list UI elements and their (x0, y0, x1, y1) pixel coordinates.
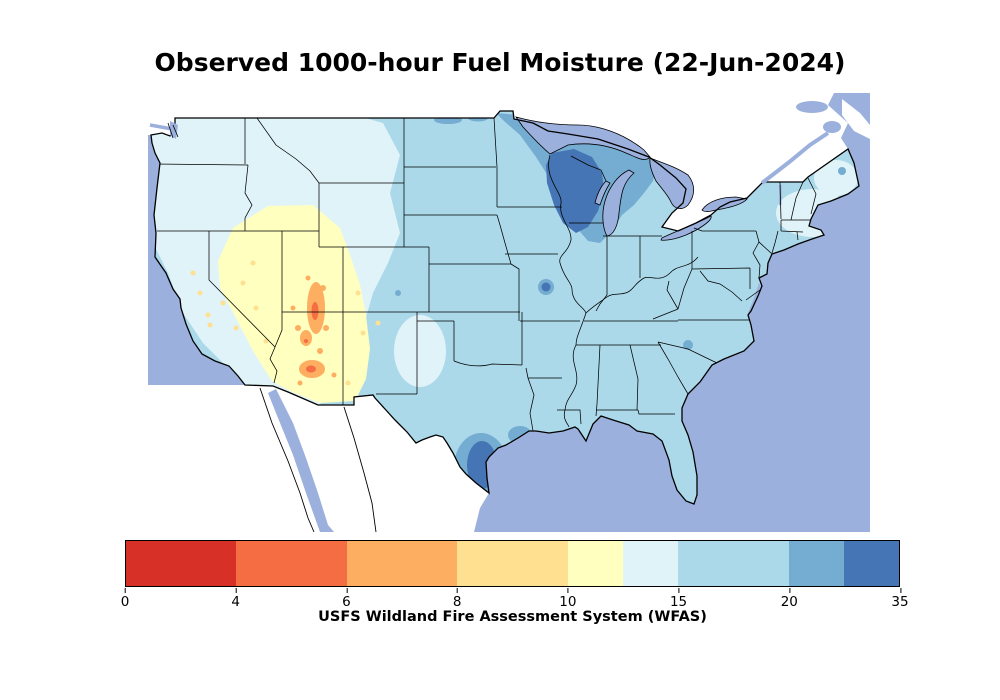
colorbar-segment (788, 541, 844, 586)
colorbar-segment (457, 541, 568, 586)
colorbar-tick-label: 0 (121, 587, 129, 610)
colorbar-segment (843, 541, 899, 586)
us-outline (150, 110, 860, 505)
colorbar-ticks: 0 4 6 8 10 15 20 35 (121, 587, 909, 611)
canada-atlantic-detail (760, 93, 870, 185)
colorbar-segment (236, 541, 347, 586)
band-4-6-deep-orange (304, 302, 319, 373)
us-fuel-moisture-map (148, 93, 870, 532)
band-8-10-speckles (190, 260, 381, 386)
chesapeake-bay (748, 283, 761, 315)
mexico-landmass (148, 385, 489, 532)
colorbar-segment (678, 541, 789, 586)
mexico-coast-detail (259, 387, 377, 532)
band-8-10-southwest (218, 205, 370, 403)
colorbar: 0 4 6 8 10 15 20 35 (121, 540, 909, 610)
st-lawrence-river (760, 131, 830, 185)
gulf-of-california (268, 389, 334, 532)
colorbar-tick-label: 8 (453, 587, 461, 610)
colorbar-tick-label: 15 (670, 587, 687, 610)
lake-superior (515, 116, 651, 160)
mexico-mainland-coastline (343, 406, 377, 532)
green-bay (594, 180, 611, 206)
colorbar-tick-label: 35 (891, 587, 909, 610)
colorbar-segments (125, 540, 900, 587)
colorbar-tick-label: 4 (231, 587, 240, 610)
moisture-contours (151, 111, 858, 501)
canada-landmass (148, 93, 848, 231)
colorbar-segment (126, 541, 237, 586)
figure-title: Observed 1000-hour Fuel Moisture (22-Jun… (154, 48, 846, 77)
colorbar-tick-label: 6 (342, 587, 351, 610)
colorbar-tick-label: 10 (559, 587, 576, 610)
lake-huron (649, 157, 695, 209)
figure-caption: USFS Wildland Fire Assessment System (WF… (318, 609, 707, 625)
colorbar-tick-label: 20 (781, 587, 798, 610)
baja-coastline (259, 387, 315, 532)
colorbar-segment (622, 541, 679, 586)
state-borders (153, 117, 817, 432)
puget-sound-detail (149, 121, 179, 139)
colorbar-segment (567, 541, 623, 586)
map-canvas (148, 93, 870, 532)
colorbar-segment (346, 541, 458, 586)
